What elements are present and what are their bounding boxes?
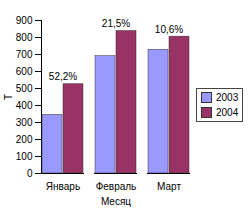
svg-text:300: 300 xyxy=(16,117,33,128)
svg-text:800: 800 xyxy=(16,32,33,43)
html-text:2003: 2003 xyxy=(216,91,239,103)
svg-text:400: 400 xyxy=(16,100,33,111)
svg-text:21,5%: 21,5% xyxy=(102,18,130,29)
svg-text:10,6%: 10,6% xyxy=(155,24,183,35)
svg-text:900: 900 xyxy=(16,15,33,26)
svg-text:Март: Март xyxy=(157,181,181,192)
svg-text:52,2%: 52,2% xyxy=(49,71,77,82)
svg-text:700: 700 xyxy=(16,49,33,60)
svg-text:500: 500 xyxy=(16,83,33,94)
svg-text:Февраль: Февраль xyxy=(96,181,137,192)
svg-text:0: 0 xyxy=(27,168,33,179)
svg-text:Январь: Январь xyxy=(46,181,80,192)
svg-text:600: 600 xyxy=(16,66,33,77)
svg-text:100: 100 xyxy=(16,151,33,162)
svg-text:Месяц: Месяц xyxy=(101,196,131,207)
svg-text:Т: Т xyxy=(3,94,14,100)
svg-text:200: 200 xyxy=(16,134,33,145)
html-text:2004: 2004 xyxy=(216,106,239,118)
